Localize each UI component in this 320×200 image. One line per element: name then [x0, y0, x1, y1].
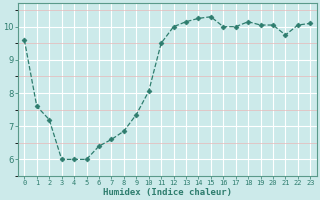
X-axis label: Humidex (Indice chaleur): Humidex (Indice chaleur) — [103, 188, 232, 197]
